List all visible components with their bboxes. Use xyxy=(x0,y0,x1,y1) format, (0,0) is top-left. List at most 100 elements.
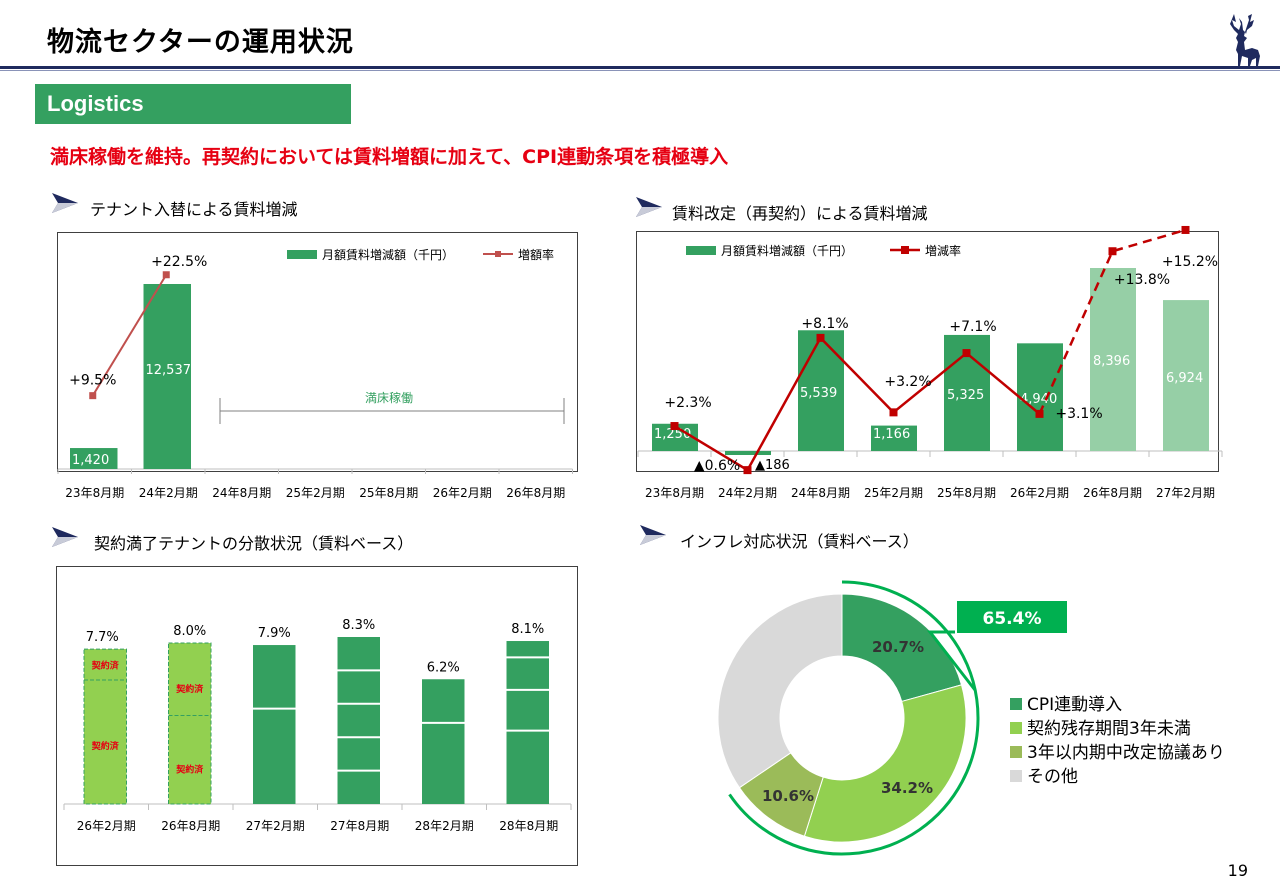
value-label: 8.1% xyxy=(511,622,544,637)
x-tick-label: 25年2月期 xyxy=(286,486,345,500)
legend-line-marker xyxy=(495,251,501,257)
x-tick-label: 26年2月期 xyxy=(77,819,136,833)
bar-label: ▲186 xyxy=(755,458,790,473)
legend-label: 契約残存期間3年未満 xyxy=(1027,719,1191,739)
pie-slice xyxy=(803,684,967,843)
rate-marker xyxy=(670,422,679,431)
legend-swatch xyxy=(1010,722,1022,734)
rate-label: +9.5% xyxy=(69,373,116,389)
bar xyxy=(506,641,549,804)
bar xyxy=(1163,300,1209,451)
section-arrow-icon xyxy=(640,525,666,545)
rate-label: +15.2% xyxy=(1162,254,1218,270)
bar xyxy=(871,425,917,451)
title-divider xyxy=(0,66,1280,69)
bar xyxy=(143,284,191,469)
total-label: 65.4% xyxy=(983,609,1042,629)
bar xyxy=(1090,268,1136,451)
total-arc xyxy=(728,580,980,856)
chart3-panel xyxy=(56,566,578,866)
legend-label: CPI連動導入 xyxy=(1027,695,1122,715)
chart1-svg: 23年8月期 24年2月期 24年8月期 25年2月期 25年8月期 26年2月期 26年8… xyxy=(57,247,573,500)
legend-swatch xyxy=(1010,698,1022,710)
pie-slice xyxy=(717,593,843,789)
x-tick-label: 26年2月期 xyxy=(1010,486,1069,500)
x-tick-label: 28年2月期 xyxy=(415,819,474,833)
page-title: 物流セクターの運用状況 xyxy=(47,27,354,58)
x-tick-label: 25年8月期 xyxy=(937,486,996,500)
bar-label: 6,924 xyxy=(1166,371,1203,386)
rate-marker xyxy=(1181,225,1190,234)
x-tick-label: 28年8月期 xyxy=(499,819,558,833)
pie-slice xyxy=(841,593,963,703)
legend-bar-label: 月額賃料増減額（千円） xyxy=(322,247,454,262)
stag-logo-icon xyxy=(1230,14,1260,66)
x-tick-label: 24年2月期 xyxy=(139,486,198,500)
rate-label: +2.3% xyxy=(664,395,711,411)
bar xyxy=(1017,343,1063,451)
x-tick-label: 26年8月期 xyxy=(506,486,565,500)
rate-marker xyxy=(889,408,898,417)
legend-line-label: 増減率 xyxy=(925,243,961,258)
rate-marker xyxy=(743,466,752,475)
section-arrow-icon xyxy=(52,527,78,547)
x-tick-label: 25年8月期 xyxy=(359,486,418,500)
legend-bar-label: 月額賃料増減額（千円） xyxy=(721,243,853,258)
x-tick-label: 26年8月期 xyxy=(161,819,220,833)
legend-line-marker xyxy=(901,246,909,254)
bar xyxy=(168,642,212,805)
rate-label: +7.1% xyxy=(949,319,996,335)
legend-line-label: 増額率 xyxy=(518,247,554,262)
bar xyxy=(798,330,844,451)
chart3-title: 契約満了テナントの分散状況（賃料ベース） xyxy=(94,534,414,553)
rate-label: ▲0.6% xyxy=(694,458,740,474)
headline: 満床稼働を維持。再契約においては賃料増額に加えて、CPI連動条項を積極導入 xyxy=(50,146,729,168)
rate-marker xyxy=(816,333,825,342)
rate-label: +8.1% xyxy=(801,316,848,332)
rate-marker xyxy=(162,271,170,279)
rate-marker xyxy=(1035,409,1044,418)
x-tick-label: 25年2月期 xyxy=(864,486,923,500)
bar xyxy=(253,645,296,804)
bar-label: 1,420 xyxy=(72,453,109,468)
value-label: 6.2% xyxy=(427,660,460,675)
legend-bar-swatch xyxy=(287,250,317,259)
x-tick-label: 23年8月期 xyxy=(645,486,704,500)
callout-line xyxy=(926,630,977,691)
bar xyxy=(725,451,771,455)
rate-marker xyxy=(1108,247,1117,256)
value-label: 7.7% xyxy=(86,630,119,645)
rate-label: +22.5% xyxy=(151,254,207,270)
bar-label: 1,166 xyxy=(873,427,910,442)
section-tag: Logistics xyxy=(35,84,351,124)
rate-line-forecast xyxy=(1038,228,1186,415)
slice-label: 34.2% xyxy=(881,779,933,797)
rate-label: +3.2% xyxy=(884,374,931,390)
bar-label: 12,537 xyxy=(146,363,192,378)
section-arrow-icon xyxy=(52,193,78,213)
contracted-label: 契約済 xyxy=(91,740,120,752)
x-tick-label: 24年2月期 xyxy=(718,486,777,500)
annotation-label: 満床稼働 xyxy=(365,390,413,405)
chart2-svg: 23年8月期 24年2月期 24年8月期 25年2月期 25年8月期 26年2月期 26年8… xyxy=(637,225,1223,500)
x-tick-label: 26年2月期 xyxy=(433,486,492,500)
x-tick-label: 24年8月期 xyxy=(212,486,271,500)
legend-label: 3年以内期中改定協議あり xyxy=(1027,743,1225,763)
contracted-label: 契約済 xyxy=(175,764,204,776)
value-label: 7.9% xyxy=(258,626,291,641)
legend-swatch xyxy=(1010,746,1022,758)
total-badge xyxy=(957,601,1067,633)
rate-line xyxy=(91,274,168,397)
chart4-title: インフレ対応状況（賃料ベース） xyxy=(680,532,919,551)
slice-label: 10.6% xyxy=(762,787,814,805)
section-arrow-icon xyxy=(636,197,662,217)
rate-marker xyxy=(89,392,97,400)
bar xyxy=(422,679,465,804)
bar-label: 5,539 xyxy=(800,386,837,401)
rate-label: +3.1% xyxy=(1055,406,1102,422)
value-label: 8.3% xyxy=(342,618,375,633)
bar xyxy=(83,648,127,805)
rate-label: +13.8% xyxy=(1114,272,1170,288)
contracted-label: 契約済 xyxy=(175,683,204,695)
title-divider-thin xyxy=(0,70,1280,71)
